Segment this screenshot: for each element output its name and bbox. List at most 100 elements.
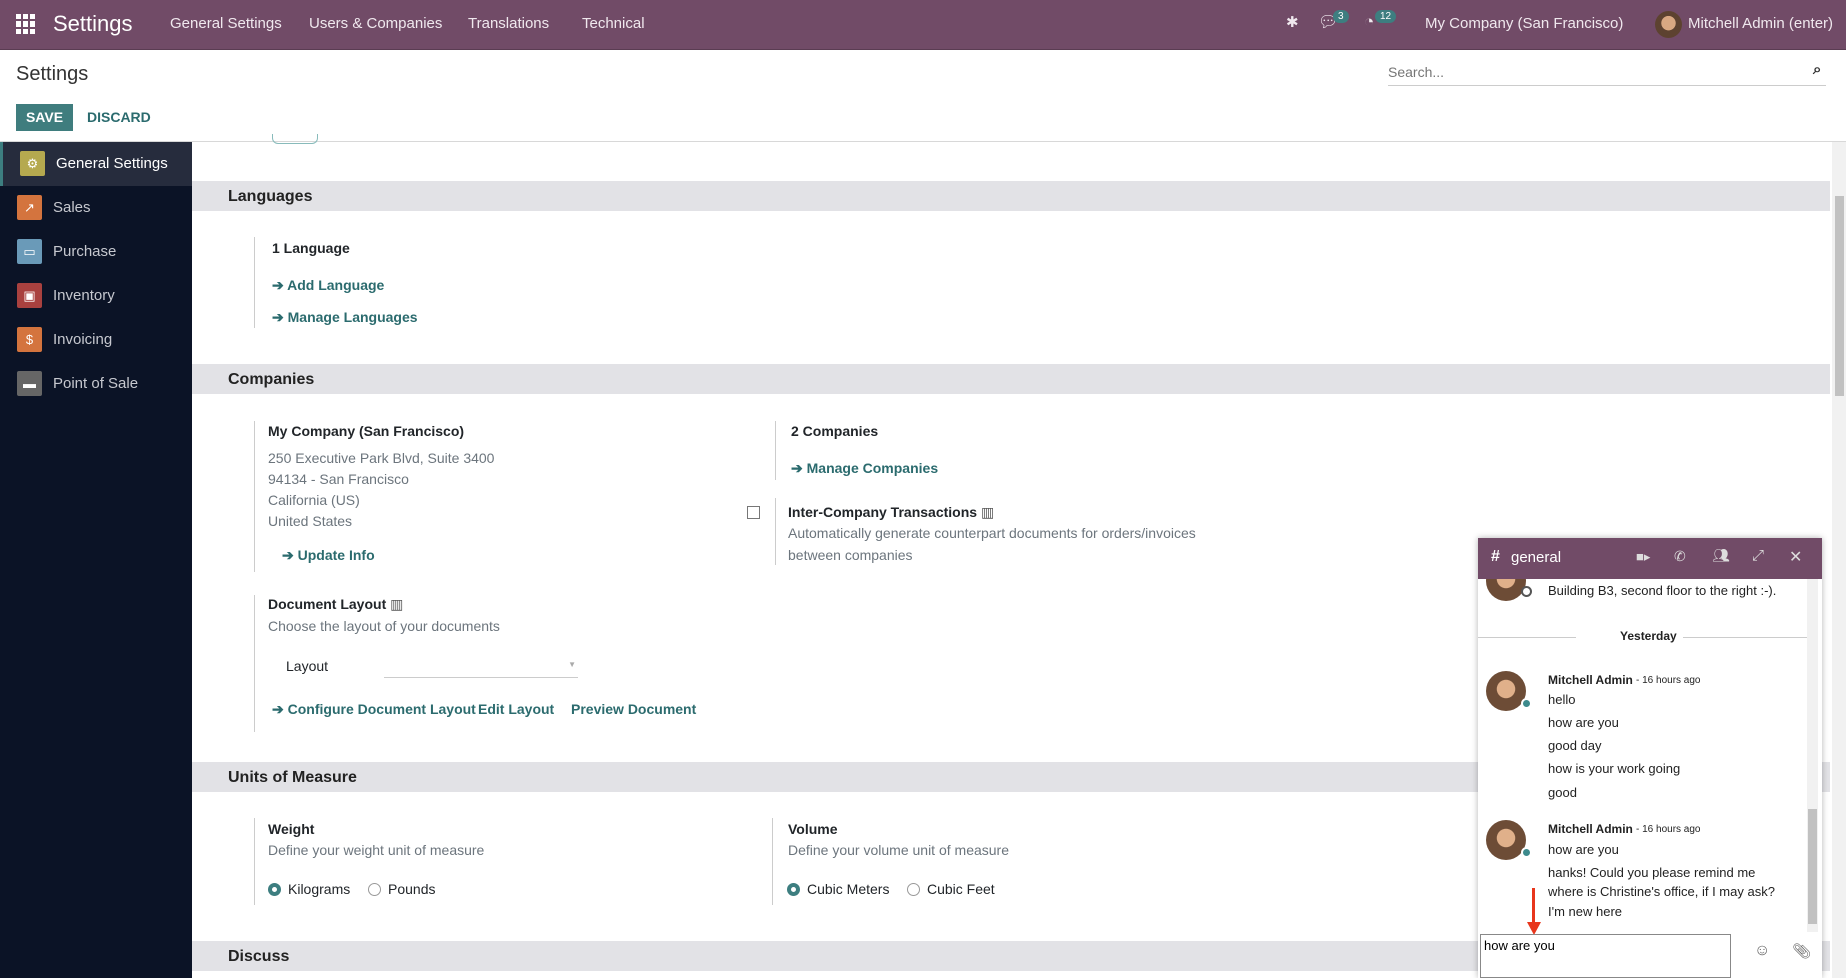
page-title: Settings <box>16 63 89 85</box>
add-language-label: Add Language <box>287 277 385 293</box>
inter-company-title: Inter-Company Transactions ▥ <box>788 504 994 521</box>
video-camera-icon[interactable]: ■▸ <box>1636 549 1651 564</box>
message-text: how are you <box>1548 715 1619 730</box>
radio-kilograms[interactable] <box>268 883 281 896</box>
settings-sidebar: ⚙ General Settings ↗ Sales ▭ Purchase ▣ Inve… <box>0 142 192 978</box>
inter-company-desc: between companies <box>788 547 913 563</box>
expand-icon[interactable]: ⤢ <box>1752 547 1765 564</box>
paperclip-icon[interactable]: 📎︎ <box>1792 943 1812 960</box>
composer-input[interactable] <box>1480 934 1731 978</box>
online-status-icon <box>1521 847 1532 858</box>
sidebar-item-purchase[interactable]: ▭ Purchase <box>0 230 192 274</box>
sidebar-item-inventory[interactable]: ▣ Inventory <box>0 274 192 318</box>
gear-icon: ⚙ <box>20 151 45 176</box>
document-layout-label: Document Layout <box>268 596 387 612</box>
building-icon: ▥ <box>390 596 404 612</box>
message-text: good day <box>1548 738 1602 753</box>
document-layout-desc: Choose the layout of your documents <box>268 618 500 634</box>
top-navbar: Settings General Settings Users & Compan… <box>0 0 1846 50</box>
phone-icon[interactable]: ✆ <box>1674 548 1686 564</box>
sidebar-item-point-of-sale[interactable]: ▬ Point of Sale <box>0 362 192 406</box>
sidebar-item-general-settings[interactable]: ⚙ General Settings <box>0 142 192 186</box>
message-author: Mitchell Admin <box>1548 673 1633 687</box>
menu-general-settings[interactable]: General Settings <box>170 15 282 32</box>
avatar <box>1486 820 1526 860</box>
pounds-label[interactable]: Pounds <box>388 881 436 897</box>
manage-companies-label: Manage Companies <box>806 460 939 476</box>
members-icon[interactable]: 👥︎ <box>1712 547 1730 563</box>
address-line: United States <box>268 513 353 529</box>
message-author: Mitchell Admin <box>1548 822 1633 836</box>
add-language-link[interactable]: ➔ Add Language <box>272 277 385 293</box>
configure-label: Configure Document Layout <box>287 701 476 717</box>
chat-header[interactable]: # general ■▸ ✆ 👥︎ ⤢ ✕ <box>1478 538 1822 579</box>
radio-cubic-feet[interactable] <box>907 883 920 896</box>
sidebar-item-label: Point of Sale <box>53 375 139 392</box>
message-time: - 16 hours ago <box>1636 675 1701 686</box>
chat-scrollbar[interactable] <box>1807 579 1818 932</box>
bug-icon[interactable]: ✱ <box>1286 14 1299 31</box>
manage-companies-link[interactable]: ➔ Manage Companies <box>791 460 939 476</box>
avatar <box>1486 671 1526 711</box>
online-status-icon <box>1521 698 1532 709</box>
clock-icon[interactable]: ◔ <box>1364 12 1375 31</box>
manage-languages-link[interactable]: ➔ Manage Languages <box>272 309 418 325</box>
sidebar-item-label: Invoicing <box>53 331 113 348</box>
box-icon: ▣ <box>17 283 42 308</box>
chat-scrollbar-thumb[interactable] <box>1808 809 1817 924</box>
message-text: how are you <box>1548 842 1619 857</box>
layout-label: Layout <box>286 658 329 674</box>
page-scrollbar[interactable] <box>1832 142 1846 978</box>
sidebar-item-label: Sales <box>53 199 91 216</box>
inter-company-label: Inter-Company Transactions <box>788 504 978 520</box>
offline-status-icon <box>1521 586 1532 597</box>
volume-title: Volume <box>788 821 838 837</box>
chat-window: # general ■▸ ✆ 👥︎ ⤢ ✕ Building B3, secon… <box>1478 538 1822 978</box>
company-switcher[interactable]: My Company (San Francisco) <box>1425 15 1624 32</box>
update-info-link[interactable]: ➔ Update Info <box>282 547 375 563</box>
discard-button[interactable]: DISCARD <box>87 109 151 125</box>
section-companies: Companies <box>192 364 1830 394</box>
invoice-icon: $ <box>17 327 42 352</box>
section-languages: Languages <box>192 181 1830 211</box>
red-arrow-annotation <box>1532 888 1535 926</box>
kilograms-label[interactable]: Kilograms <box>288 881 351 897</box>
page-scrollbar-thumb[interactable] <box>1835 196 1844 396</box>
activities-badge: 12 <box>1375 10 1397 23</box>
message-text: how is your work going <box>1548 761 1681 776</box>
save-button[interactable]: SAVE <box>16 104 73 131</box>
preview-document-link[interactable]: Preview Document <box>571 701 697 717</box>
channel-name: general <box>1511 549 1562 566</box>
search-icon[interactable]: ⌕ <box>1813 61 1822 78</box>
user-menu[interactable]: Mitchell Admin (enter) <box>1688 15 1834 32</box>
menu-users-companies[interactable]: Users & Companies <box>309 15 443 32</box>
inter-company-desc: Automatically generate counterpart docum… <box>788 525 1196 541</box>
menu-translations[interactable]: Translations <box>468 15 550 32</box>
company-name: My Company (San Francisco) <box>268 423 465 439</box>
manage-languages-label: Manage Languages <box>287 309 418 325</box>
cubic-feet-label[interactable]: Cubic Feet <box>927 881 995 897</box>
edit-layout-link[interactable]: Edit Layout <box>478 701 555 717</box>
user-avatar[interactable] <box>1655 11 1682 38</box>
menu-technical[interactable]: Technical <box>582 15 645 32</box>
message-list: Building B3, second floor to the right :… <box>1478 579 1822 932</box>
inter-company-checkbox[interactable] <box>747 506 760 519</box>
close-icon[interactable]: ✕ <box>1789 549 1803 566</box>
sidebar-item-invoicing[interactable]: $ Invoicing <box>0 318 192 362</box>
volume-desc: Define your volume unit of measure <box>788 842 1009 858</box>
radio-pounds[interactable] <box>368 883 381 896</box>
search-input[interactable] <box>1388 59 1826 86</box>
emoji-icon[interactable]: ☺ <box>1754 942 1771 959</box>
document-layout-title: Document Layout ▥ <box>268 596 403 613</box>
app-title[interactable]: Settings <box>53 11 133 36</box>
address-line: 250 Executive Park Blvd, Suite 3400 <box>268 450 495 466</box>
radio-cubic-meters[interactable] <box>787 883 800 896</box>
message-text: hanks! Could you please remind me <box>1548 865 1756 880</box>
weight-title: Weight <box>268 821 315 837</box>
cubic-meters-label[interactable]: Cubic Meters <box>807 881 890 897</box>
apps-menu-icon[interactable] <box>16 14 36 34</box>
sidebar-item-sales[interactable]: ↗ Sales <box>0 186 192 230</box>
layout-select[interactable]: ▼ <box>384 656 578 678</box>
configure-document-layout-link[interactable]: ➔ Configure Document Layout <box>272 701 476 717</box>
message-text: I'm new here <box>1548 904 1623 919</box>
